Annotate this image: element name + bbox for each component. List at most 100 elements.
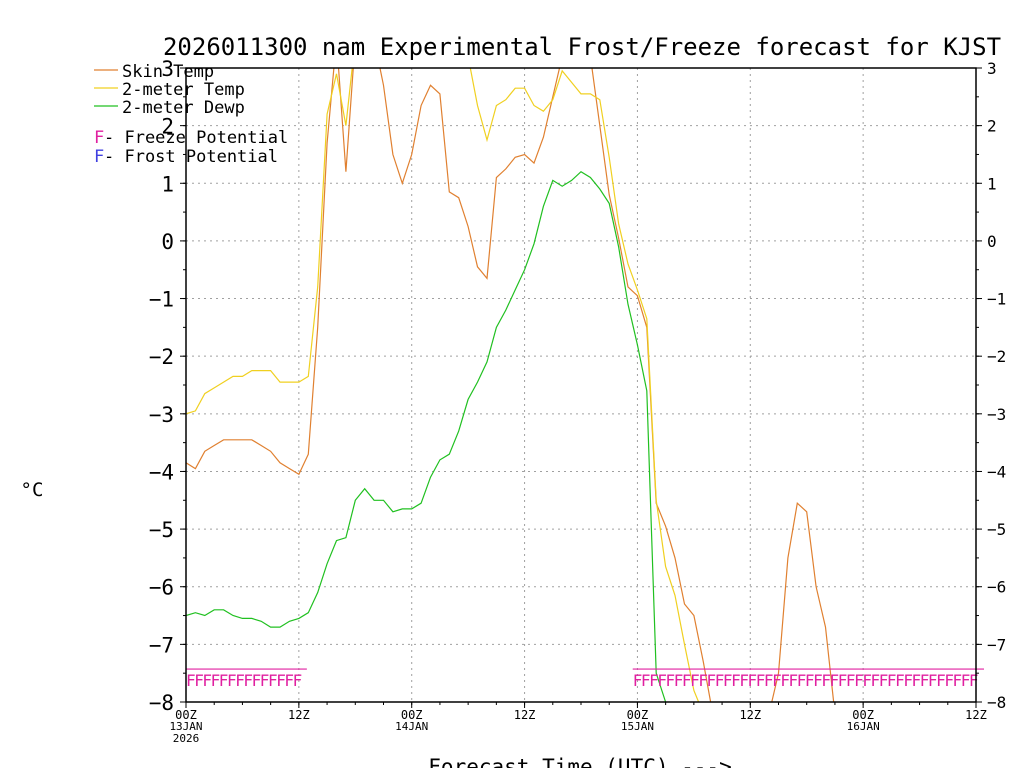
series-layer <box>186 68 835 702</box>
freeze-marker: F <box>821 671 831 690</box>
freeze-marker: F <box>944 671 954 690</box>
x-axis-label: Forecast Time (UTC) ---> <box>428 755 731 768</box>
axes: −8 −8 −7 −7 −6 −6 −5 −5 −4 −4 −3 −3 −2 −2 −1 −1 0 0 1 1 2 2 3 3… <box>149 57 1007 745</box>
legend-potential-marker: F <box>94 147 104 167</box>
freeze-marker: F <box>830 671 840 690</box>
freeze-marker: F <box>698 671 708 690</box>
freeze-marker: F <box>284 671 294 690</box>
freeze-marker: F <box>780 671 790 690</box>
freeze-marker: F <box>748 671 758 690</box>
x-tick-date: 15JAN <box>621 720 654 733</box>
x-tick-label: 00Z <box>852 708 874 722</box>
freeze-marker: F <box>772 671 782 690</box>
x-tick-label: 12Z <box>739 708 761 722</box>
freeze-marker: F <box>928 671 938 690</box>
y-tick-label-left: −3 <box>149 403 174 427</box>
freeze-marker: F <box>202 671 212 690</box>
freeze-marker: F <box>838 671 848 690</box>
freeze-marker: F <box>854 671 864 690</box>
freeze-marker: F <box>723 671 733 690</box>
y-tick-label-left: 3 <box>161 57 174 81</box>
x-tick-label: 00Z <box>401 708 423 722</box>
legend-potential-marker: F <box>94 128 104 148</box>
series-line-2-meter-temp <box>186 68 700 702</box>
y-tick-label-left: −8 <box>149 691 174 715</box>
y-tick-label-right: −4 <box>987 462 1006 481</box>
y-tick-label-right: 2 <box>987 117 997 136</box>
freeze-marker: F <box>862 671 872 690</box>
freeze-marker: F <box>739 671 749 690</box>
x-tick-label: 00Z <box>175 708 197 722</box>
freeze-marker: F <box>920 671 930 690</box>
freeze-marker: F <box>846 671 856 690</box>
y-tick-label-left: 0 <box>161 230 174 254</box>
freeze-marker: F <box>690 671 700 690</box>
x-tick-label: 12Z <box>514 708 536 722</box>
chart-title: 2026011300 nam Experimental Frost/Freeze… <box>163 33 1001 61</box>
freeze-marker: F <box>715 671 725 690</box>
y-tick-label-right: −6 <box>987 578 1006 597</box>
freeze-marker: F <box>756 671 766 690</box>
freeze-marker: F <box>243 671 253 690</box>
freeze-marker: F <box>871 671 881 690</box>
freeze-marker: F <box>219 671 229 690</box>
y-tick-label-left: −1 <box>149 288 174 312</box>
freeze-marker: F <box>789 671 799 690</box>
y-tick-label-right: −8 <box>987 693 1006 712</box>
freeze-marker: F <box>674 671 684 690</box>
freeze-marker: F <box>969 671 979 690</box>
freeze-marker: F <box>912 671 922 690</box>
x-tick-date: 16JAN <box>847 720 880 733</box>
freeze-marker: F <box>260 671 270 690</box>
y-tick-label-left: 1 <box>161 172 174 196</box>
freeze-marker: F <box>764 671 774 690</box>
freeze-marker: F <box>903 671 913 690</box>
grid <box>186 68 976 702</box>
y-tick-label-left: −2 <box>149 345 174 369</box>
freeze-marker: F <box>194 671 204 690</box>
series-line-skin-temp <box>186 68 835 702</box>
freeze-marker: F <box>641 671 651 690</box>
legend-potential-label: - Frost Potential <box>104 147 278 167</box>
freeze-marker: F <box>707 671 717 690</box>
legend-entry-label: 2-meter Temp <box>122 80 245 100</box>
freeze-marker: F <box>895 671 905 690</box>
freeze-marker: F <box>268 671 278 690</box>
freeze-marker: F <box>731 671 741 690</box>
y-tick-label-right: −5 <box>987 520 1006 539</box>
freeze-marker: F <box>682 671 692 690</box>
x-tick-year: 2026 <box>173 732 200 745</box>
legend-entry-label: Skin Temp <box>122 62 214 82</box>
freeze-marker: F <box>953 671 963 690</box>
freeze-marker: F <box>797 671 807 690</box>
series-line-2-meter-dewp <box>186 170 667 702</box>
y-tick-label-right: −1 <box>987 290 1006 309</box>
y-tick-label-right: −7 <box>987 635 1006 654</box>
freeze-marker: F <box>633 671 643 690</box>
y-tick-label-left: −4 <box>149 460 174 484</box>
freeze-marker: F <box>252 671 262 690</box>
x-tick-label: 12Z <box>288 708 310 722</box>
legend-potential-label: - Freeze Potential <box>104 128 288 148</box>
freeze-marker: F <box>887 671 897 690</box>
freeze-marker: F <box>666 671 676 690</box>
freeze-marker: F <box>276 671 286 690</box>
legend-entry-label: 2-meter Dewp <box>122 98 245 118</box>
x-tick-label: 12Z <box>965 708 987 722</box>
y-tick-label-left: −6 <box>149 576 174 600</box>
freeze-marker: F <box>227 671 237 690</box>
freeze-marker: F <box>805 671 815 690</box>
y-tick-label-left: −7 <box>149 633 174 657</box>
x-tick-date: 13JAN <box>169 720 202 733</box>
y-tick-label-left: 2 <box>161 115 174 139</box>
freeze-marker: F <box>293 671 303 690</box>
freeze-marker: F <box>879 671 889 690</box>
freeze-marker: F <box>657 671 667 690</box>
freeze-marker: F <box>186 671 196 690</box>
y-tick-label-right: 1 <box>987 174 997 193</box>
y-tick-label-right: −2 <box>987 347 1006 366</box>
freeze-marker: F <box>235 671 245 690</box>
